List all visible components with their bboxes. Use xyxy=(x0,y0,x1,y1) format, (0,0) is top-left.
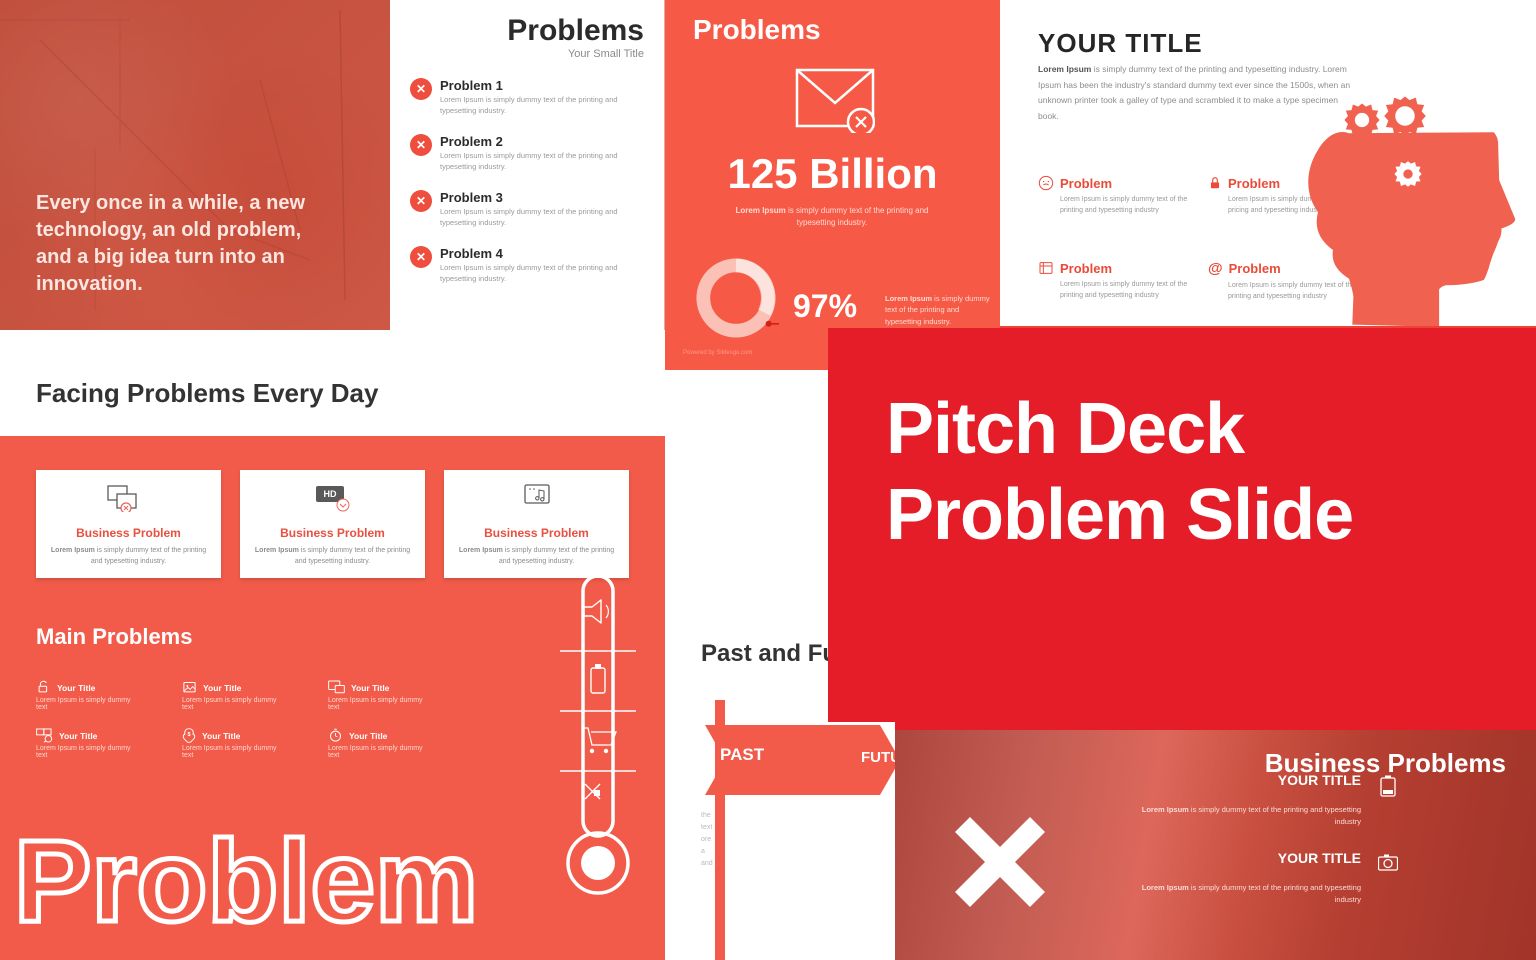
svg-text:$: $ xyxy=(187,732,190,738)
